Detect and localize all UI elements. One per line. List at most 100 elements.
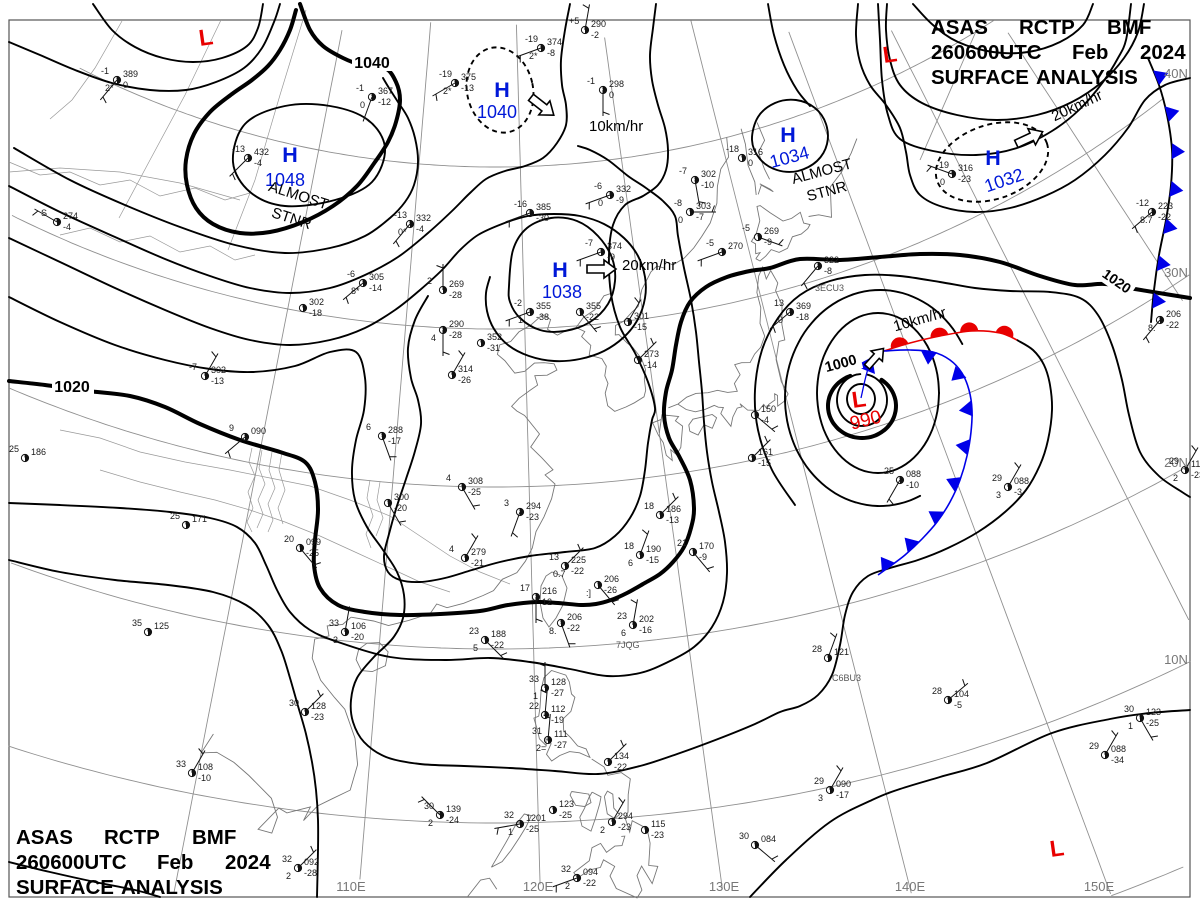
svg-text:-23: -23 <box>311 712 324 722</box>
svg-text:18: 18 <box>644 501 654 511</box>
svg-text:-25: -25 <box>1146 718 1159 728</box>
svg-text:170: 170 <box>699 541 714 551</box>
svg-text:C6BU3: C6BU3 <box>832 673 861 683</box>
svg-text:115: 115 <box>1191 459 1200 469</box>
svg-text:-22: -22 <box>491 640 504 650</box>
svg-text:0: 0 <box>678 215 683 225</box>
svg-text:352: 352 <box>487 332 502 342</box>
svg-text:-2: -2 <box>514 298 522 308</box>
svg-text:-8: -8 <box>824 266 832 276</box>
svg-text:-2: -2 <box>591 30 599 40</box>
svg-text:40N: 40N <box>1164 66 1188 81</box>
svg-text:104: 104 <box>954 689 969 699</box>
svg-text:316: 316 <box>748 147 763 157</box>
svg-text:25: 25 <box>170 511 180 521</box>
svg-text:-10: -10 <box>701 180 714 190</box>
svg-text:-9: -9 <box>699 552 707 562</box>
svg-text:2024: 2024 <box>1140 41 1186 64</box>
svg-text:-15: -15 <box>634 322 647 332</box>
svg-text:216: 216 <box>542 586 557 596</box>
svg-text:-28: -28 <box>449 290 462 300</box>
svg-text:-17: -17 <box>388 436 401 446</box>
svg-text:-18: -18 <box>726 144 739 154</box>
svg-text:121: 121 <box>834 647 849 657</box>
svg-text:-16: -16 <box>514 199 527 209</box>
svg-text:10N: 10N <box>1164 652 1188 667</box>
svg-text:369: 369 <box>796 301 811 311</box>
svg-text:-14: -14 <box>644 360 657 370</box>
svg-text:225: 225 <box>571 555 586 565</box>
svg-text:30: 30 <box>289 698 299 708</box>
svg-text:130E: 130E <box>709 879 740 894</box>
svg-text:BMF: BMF <box>192 826 236 849</box>
svg-text:-13: -13 <box>461 83 474 93</box>
svg-text:202: 202 <box>639 614 654 624</box>
svg-text:0.7: 0.7 <box>553 569 566 579</box>
svg-text:Feb: Feb <box>1072 41 1108 64</box>
svg-text:-1: -1 <box>101 66 109 76</box>
svg-text:090: 090 <box>836 779 851 789</box>
svg-text:8.: 8. <box>549 626 557 636</box>
svg-text:322: 322 <box>824 255 839 265</box>
svg-text:288: 288 <box>388 425 403 435</box>
svg-text:7JQG: 7JQG <box>616 640 640 650</box>
svg-text:269: 269 <box>449 279 464 289</box>
svg-text:25: 25 <box>884 466 894 476</box>
svg-text:33: 33 <box>176 759 186 769</box>
svg-text:112: 112 <box>551 704 565 714</box>
svg-text:-19: -19 <box>439 69 452 79</box>
svg-text:-19: -19 <box>525 34 538 44</box>
svg-text:1040: 1040 <box>477 102 517 122</box>
svg-text:H: H <box>780 123 796 147</box>
svg-text:-27: -27 <box>554 740 567 750</box>
svg-text:120: 120 <box>526 813 541 823</box>
svg-text:206: 206 <box>1166 309 1181 319</box>
svg-text:088: 088 <box>1014 476 1029 486</box>
svg-text:206: 206 <box>604 574 619 584</box>
svg-text:0: 0 <box>598 198 603 208</box>
svg-text:ANALYSIS: ANALYSIS <box>1036 66 1138 89</box>
svg-text:-12: -12 <box>378 97 391 107</box>
svg-text:L: L <box>1048 834 1066 862</box>
svg-text:-25: -25 <box>526 824 539 834</box>
svg-text:186: 186 <box>666 504 681 514</box>
svg-text:H: H <box>494 78 510 102</box>
svg-text:-23: -23 <box>651 830 664 840</box>
svg-text:305: 305 <box>369 272 384 282</box>
svg-text:332: 332 <box>616 184 631 194</box>
svg-text:1: 1 <box>541 813 546 823</box>
svg-text:260600UTC: 260600UTC <box>16 851 127 874</box>
svg-text:2*: 2* <box>443 86 452 96</box>
svg-text:L: L <box>881 40 899 68</box>
svg-text:RCTP: RCTP <box>1019 16 1075 39</box>
svg-text:-4: -4 <box>63 222 71 232</box>
svg-text:32: 32 <box>282 854 292 864</box>
svg-text:2*: 2* <box>105 83 114 93</box>
svg-text:23: 23 <box>469 626 479 636</box>
svg-text:29: 29 <box>814 776 824 786</box>
svg-text:25: 25 <box>9 444 19 454</box>
svg-text:270: 270 <box>728 241 743 251</box>
svg-text:17: 17 <box>520 583 530 593</box>
svg-text:+5: +5 <box>569 16 579 26</box>
svg-text:2: 2 <box>600 825 605 835</box>
svg-text:8.7: 8.7 <box>1140 215 1153 225</box>
svg-text:-23: -23 <box>958 174 971 184</box>
svg-text:32: 32 <box>504 810 514 820</box>
svg-text:316: 316 <box>958 163 973 173</box>
svg-text:-27: -27 <box>551 688 564 698</box>
svg-text:-10: -10 <box>906 480 919 490</box>
svg-text:-19: -19 <box>551 715 564 725</box>
svg-text:108: 108 <box>198 762 213 772</box>
svg-text:-8: -8 <box>674 198 682 208</box>
svg-text:374: 374 <box>607 241 622 251</box>
svg-text:-12: -12 <box>1136 198 1149 208</box>
svg-text:-15: -15 <box>646 555 659 565</box>
svg-text:-7: -7 <box>189 362 197 372</box>
svg-text:294: 294 <box>526 501 541 511</box>
svg-text:22: 22 <box>529 701 539 711</box>
svg-text:1048: 1048 <box>265 170 305 190</box>
svg-text:H: H <box>282 143 298 167</box>
svg-text:-4: -4 <box>254 158 262 168</box>
svg-text:28: 28 <box>932 686 942 696</box>
